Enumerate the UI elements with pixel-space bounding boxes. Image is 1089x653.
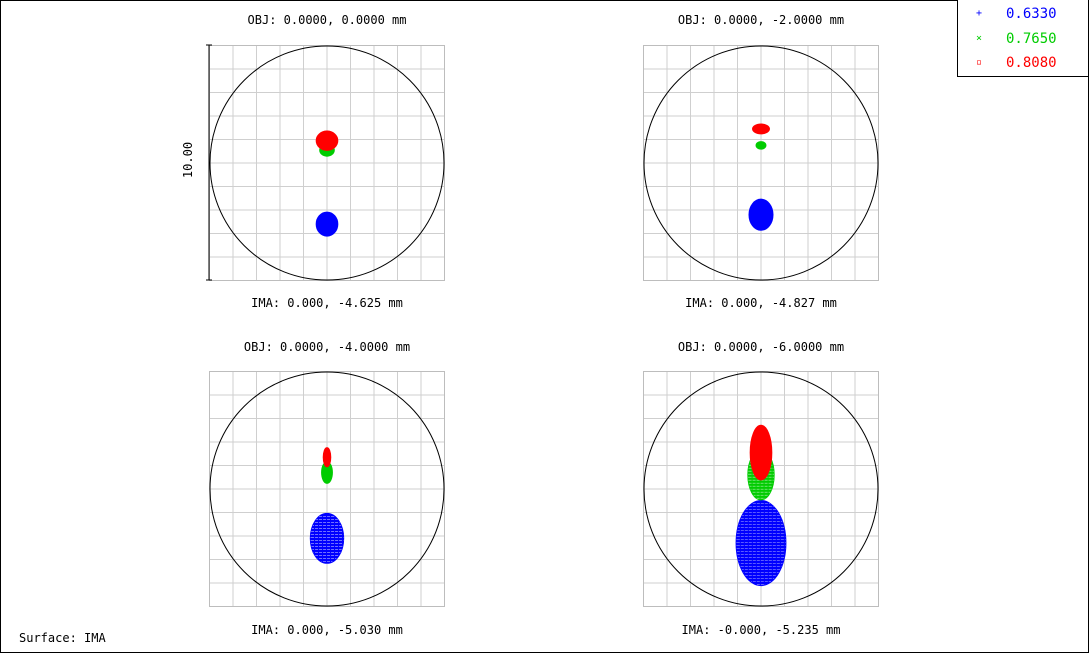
airy-disk-circle	[643, 371, 879, 607]
legend-label: 0.6330	[1006, 6, 1057, 22]
spot-0.6330	[748, 198, 774, 231]
airy-disk-circle	[209, 371, 445, 607]
legend-item-0633: + 0.6330	[958, 6, 1088, 26]
spot-0.8080	[752, 123, 770, 135]
legend-label: 0.7650	[1006, 31, 1057, 47]
legend-label: 0.8080	[1006, 55, 1057, 71]
x-marker-icon: ×	[976, 33, 983, 44]
spot-0.6330	[315, 211, 339, 237]
square-marker-icon: ▫	[976, 57, 983, 68]
plot-2-obj-label: OBJ: 0.0000, -2.0000 mm	[677, 13, 845, 27]
scale-bar-label: 10.00	[181, 141, 195, 179]
plot-3-ima-label: IMA: 0.000, -5.030 mm	[251, 623, 403, 637]
plot-2-ima-label: IMA: 0.000, -4.827 mm	[685, 296, 837, 310]
plot-1-ima-label: IMA: 0.000, -4.625 mm	[251, 296, 403, 310]
legend-item-0765: × 0.7650	[958, 31, 1088, 51]
spot-0.8080	[749, 424, 773, 481]
plot-4-ima-label: IMA: -0.000, -5.235 mm	[681, 623, 841, 637]
legend: + 0.6330 × 0.7650 ▫ 0.8080	[957, 0, 1088, 77]
plus-marker-icon: +	[976, 8, 983, 19]
spot-0.7650	[755, 141, 767, 150]
spot-0.8080	[322, 447, 332, 468]
spot-0.8080	[315, 130, 339, 151]
airy-disk-circle	[209, 45, 445, 281]
plot-4-obj-label: OBJ: 0.0000, -6.0000 mm	[677, 340, 845, 354]
plot-3-obj-label: OBJ: 0.0000, -4.0000 mm	[243, 340, 411, 354]
airy-disk-circle	[643, 45, 879, 281]
legend-item-0808: ▫ 0.8080	[958, 55, 1088, 75]
surface-label: Surface: IMA	[19, 631, 106, 645]
plot-1-obj-label: OBJ: 0.0000, 0.0000 mm	[247, 13, 407, 27]
